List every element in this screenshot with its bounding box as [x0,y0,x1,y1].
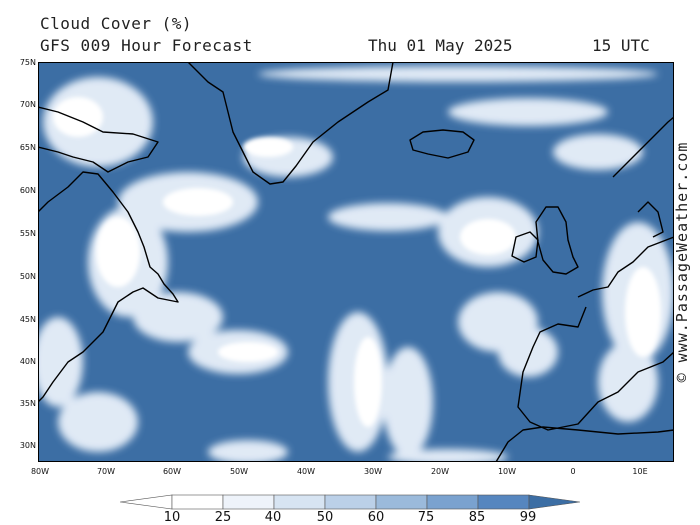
map-frame [38,62,674,462]
cloud-cover-map [38,62,674,462]
colorbar-segment [222,494,275,510]
lat-label: 30N [19,441,36,450]
lat-label: 75N [19,58,36,67]
lat-label: 55N [19,229,36,238]
colorbar [120,494,580,510]
europe-coast [517,236,674,431]
lon-label: 30W [363,467,383,476]
lon-label: 40W [296,467,316,476]
lat-label: 60N [19,186,36,195]
colorbar-segment [375,494,428,510]
forecast-date: Thu 01 May 2025 [368,36,513,55]
cloud-cores [53,97,661,427]
lon-label: 20W [430,467,450,476]
iceland-coast [409,129,475,159]
colorbar-max-arrow [528,494,580,510]
hudson-coast [38,106,159,173]
greenland-coast [187,62,394,185]
coastlines [38,62,674,462]
forecast-time: 15 UTC [592,36,650,55]
colorbar-min-arrow [120,494,173,510]
ireland-coast [511,231,539,263]
lat-label: 65N [19,143,36,152]
map-title: Cloud Cover (%) [40,14,192,33]
colorbar-label: 25 [214,510,232,525]
colorbar-segment [324,494,377,510]
lat-label: 50N [19,272,36,281]
copyright-credit: © www.PassageWeather.com [673,141,691,383]
africa-coast [495,426,674,462]
lon-label: 0 [570,467,576,476]
colorbar-label: 10 [163,510,181,525]
lat-label: 70N [19,100,36,109]
forecast-subtitle: GFS 009 Hour Forecast [40,36,253,55]
lon-label: 50W [229,467,249,476]
colorbar-segment [273,494,326,510]
colorbar-label: 75 [417,510,435,525]
scandinavia-coast [612,116,674,238]
colorbar-label: 40 [264,510,282,525]
lat-label: 45N [19,315,36,324]
lon-label: 60W [162,467,182,476]
lon-label: 80W [30,467,50,476]
colorbar-segment [426,494,479,510]
colorbar-label: 50 [316,510,334,525]
lon-label: 10W [497,467,517,476]
colorbar-label: 99 [519,510,537,525]
uk-coast [535,206,579,275]
colorbar-label: 85 [468,510,486,525]
lat-label: 40N [19,357,36,366]
colorbar-segment [477,494,530,510]
lon-label: 70W [96,467,116,476]
colorbar-label: 60 [367,510,385,525]
north-america-coast [38,171,179,403]
lat-label: 35N [19,399,36,408]
colorbar-segment [171,494,224,510]
lon-label: 10E [632,467,648,476]
